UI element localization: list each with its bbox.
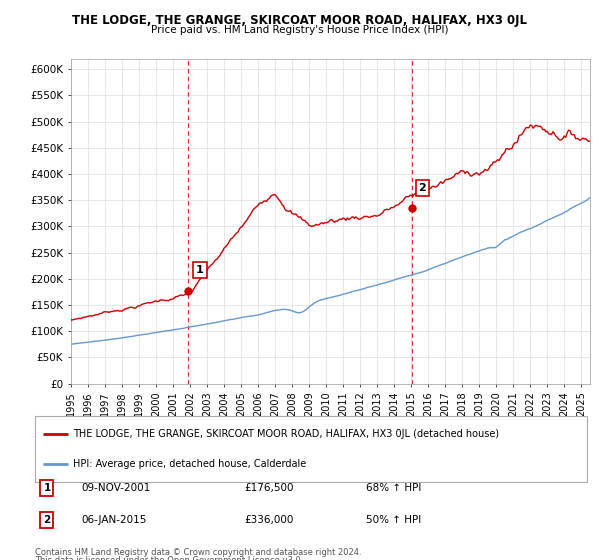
Text: 68% ↑ HPI: 68% ↑ HPI bbox=[366, 483, 421, 493]
Text: This data is licensed under the Open Government Licence v3.0.: This data is licensed under the Open Gov… bbox=[35, 556, 303, 560]
Text: HPI: Average price, detached house, Calderdale: HPI: Average price, detached house, Cald… bbox=[73, 459, 307, 469]
Text: THE LODGE, THE GRANGE, SKIRCOAT MOOR ROAD, HALIFAX, HX3 0JL (detached house): THE LODGE, THE GRANGE, SKIRCOAT MOOR ROA… bbox=[73, 429, 500, 439]
Text: 50% ↑ HPI: 50% ↑ HPI bbox=[366, 515, 421, 525]
Text: 09-NOV-2001: 09-NOV-2001 bbox=[82, 483, 151, 493]
Text: £176,500: £176,500 bbox=[245, 483, 294, 493]
Text: THE LODGE, THE GRANGE, SKIRCOAT MOOR ROAD, HALIFAX, HX3 0JL: THE LODGE, THE GRANGE, SKIRCOAT MOOR ROA… bbox=[73, 14, 527, 27]
Text: 2: 2 bbox=[43, 515, 50, 525]
Text: 2: 2 bbox=[418, 183, 426, 193]
Text: 1: 1 bbox=[43, 483, 50, 493]
Text: 1: 1 bbox=[196, 265, 204, 275]
Text: Contains HM Land Registry data © Crown copyright and database right 2024.: Contains HM Land Registry data © Crown c… bbox=[35, 548, 361, 557]
FancyBboxPatch shape bbox=[35, 416, 587, 482]
Text: £336,000: £336,000 bbox=[245, 515, 294, 525]
Text: 06-JAN-2015: 06-JAN-2015 bbox=[82, 515, 147, 525]
Text: Price paid vs. HM Land Registry's House Price Index (HPI): Price paid vs. HM Land Registry's House … bbox=[151, 25, 449, 35]
